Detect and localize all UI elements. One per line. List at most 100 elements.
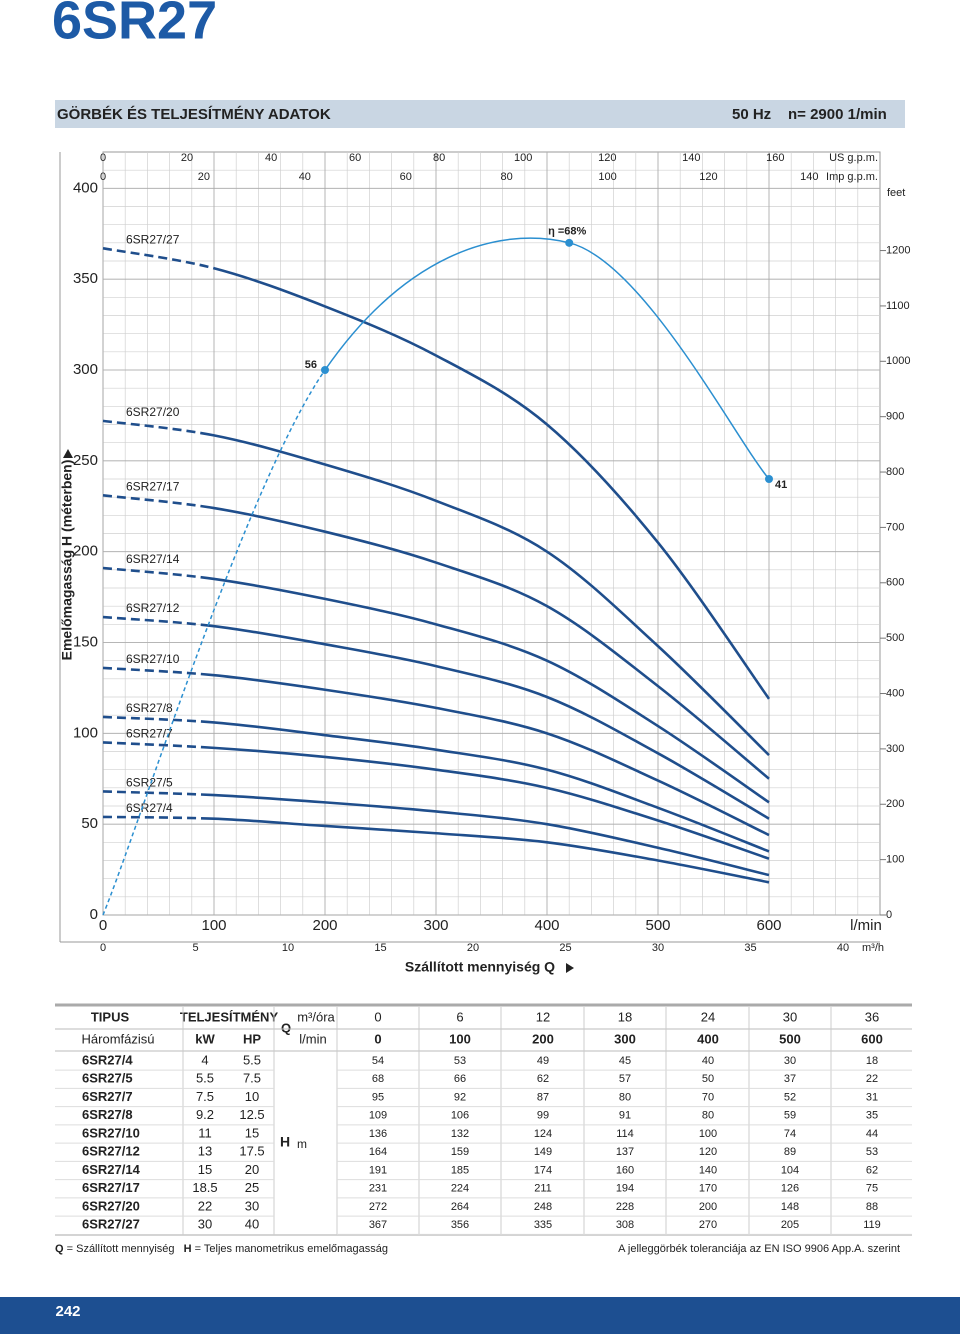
x-tick-label: 600 — [756, 917, 781, 934]
td: 50 — [702, 1073, 714, 1085]
td: 57 — [619, 1073, 631, 1085]
td: 88 — [866, 1201, 878, 1213]
td: 5.5 — [243, 1052, 261, 1067]
td: 356 — [451, 1219, 469, 1231]
secondary-tick-label: 20 — [198, 171, 210, 183]
td: 92 — [454, 1091, 466, 1103]
th: HP — [243, 1031, 261, 1046]
footer-bar — [0, 1297, 960, 1334]
y-tick-label: 250 — [73, 452, 98, 469]
y-tick-label: 50 — [81, 815, 98, 832]
th: l/min — [299, 1031, 326, 1046]
secondary-tick-label: 40 — [265, 152, 277, 164]
secondary-tick-label: 140 — [800, 171, 818, 183]
td: 500 — [779, 1031, 801, 1046]
td: 40 — [702, 1055, 714, 1067]
curve-label: 6SR27/17 — [126, 480, 180, 494]
td: 62 — [537, 1073, 549, 1085]
td: 87 — [537, 1091, 549, 1103]
td: 45 — [619, 1055, 631, 1067]
td: 18 — [618, 1009, 632, 1024]
x-tick-label: 0 — [99, 917, 107, 934]
td: 12.5 — [239, 1107, 264, 1122]
efficiency-point — [321, 366, 329, 374]
td: 140 — [699, 1164, 717, 1176]
td: 15 — [245, 1125, 259, 1140]
td: 224 — [451, 1183, 469, 1195]
td: 200 — [532, 1031, 554, 1046]
secondary-tick-label: 0 — [100, 171, 106, 183]
curve-label: 6SR27/7 — [126, 727, 173, 741]
td: 136 — [369, 1128, 387, 1140]
td: 5.5 — [196, 1071, 214, 1086]
th: Háromfázisú — [82, 1031, 155, 1046]
th: TIPUS — [91, 1009, 130, 1024]
td: 335 — [534, 1219, 552, 1231]
feet-tick-label: 1200 — [886, 244, 910, 256]
feet-tick-label: 1000 — [886, 355, 910, 367]
secondary-tick-label: 140 — [682, 152, 700, 164]
efficiency-label: η =68% — [548, 226, 586, 238]
pump-curve — [102, 815, 770, 884]
pump-curve — [102, 247, 771, 700]
td: 264 — [451, 1201, 469, 1213]
secondary-tick-label: 5 — [192, 942, 198, 954]
td: 114 — [616, 1128, 634, 1140]
pump-curve — [102, 419, 770, 757]
td: 205 — [781, 1219, 799, 1231]
x-tick-label: 200 — [312, 917, 337, 934]
curve-label: 6SR27/14 — [126, 552, 180, 566]
note-key: Q — [55, 1243, 64, 1255]
feet-tick-label: 600 — [886, 577, 904, 589]
secondary-tick-label: 20 — [181, 152, 193, 164]
secondary-tick-label: 100 — [514, 152, 532, 164]
secondary-tick-label: 40 — [299, 171, 311, 183]
td: 248 — [534, 1201, 552, 1213]
curve-label: 6SR27/20 — [126, 405, 180, 419]
curve-label: 6SR27/12 — [126, 601, 180, 615]
td: 174 — [534, 1164, 552, 1176]
td: 100 — [449, 1031, 471, 1046]
td: 164 — [369, 1146, 387, 1158]
td: 30 — [198, 1217, 212, 1232]
td: 6SR27/8 — [82, 1107, 133, 1122]
td: 124 — [534, 1128, 552, 1140]
td: 80 — [702, 1110, 714, 1122]
efficiency-curve — [102, 237, 770, 916]
th: kW — [195, 1031, 215, 1046]
pump-curve — [102, 741, 770, 860]
section-title: GÖRBÉK ÉS TELJESÍTMÉNY ADATOK — [57, 106, 331, 123]
note-text: = Teljes manometrikus emelőmagasság — [195, 1243, 388, 1255]
td: 9.2 — [196, 1107, 214, 1122]
section-bar — [55, 100, 905, 128]
td: 100 — [699, 1128, 717, 1140]
td: 159 — [451, 1146, 469, 1158]
td: 6SR27/7 — [82, 1089, 133, 1104]
x-axis-label: Szállított mennyiség Q — [405, 959, 555, 975]
td: 600 — [861, 1031, 883, 1046]
td: 20 — [245, 1162, 259, 1177]
feet-tick-label: 300 — [886, 743, 904, 755]
pump-curve — [102, 790, 770, 877]
feet-tick-label: 400 — [886, 687, 904, 699]
y-tick-label: 200 — [73, 543, 98, 560]
td: 119 — [863, 1219, 881, 1231]
secondary-unit: m³/h — [862, 942, 884, 954]
secondary-unit: US g.p.m. — [829, 152, 878, 164]
td: 6 — [456, 1009, 463, 1024]
td: 15 — [198, 1162, 212, 1177]
td: 7.5 — [196, 1089, 214, 1104]
x-tick-label: 100 — [201, 917, 226, 934]
td: 91 — [619, 1110, 631, 1122]
td: 95 — [372, 1091, 384, 1103]
secondary-tick-label: 0 — [100, 152, 106, 164]
secondary-tick-label: 30 — [652, 942, 664, 954]
td: 132 — [451, 1128, 469, 1140]
x-tick-label: 300 — [423, 917, 448, 934]
td: 12 — [536, 1009, 550, 1024]
td: 160 — [616, 1164, 634, 1176]
td: 25 — [245, 1180, 259, 1195]
pump-curve — [102, 566, 770, 804]
